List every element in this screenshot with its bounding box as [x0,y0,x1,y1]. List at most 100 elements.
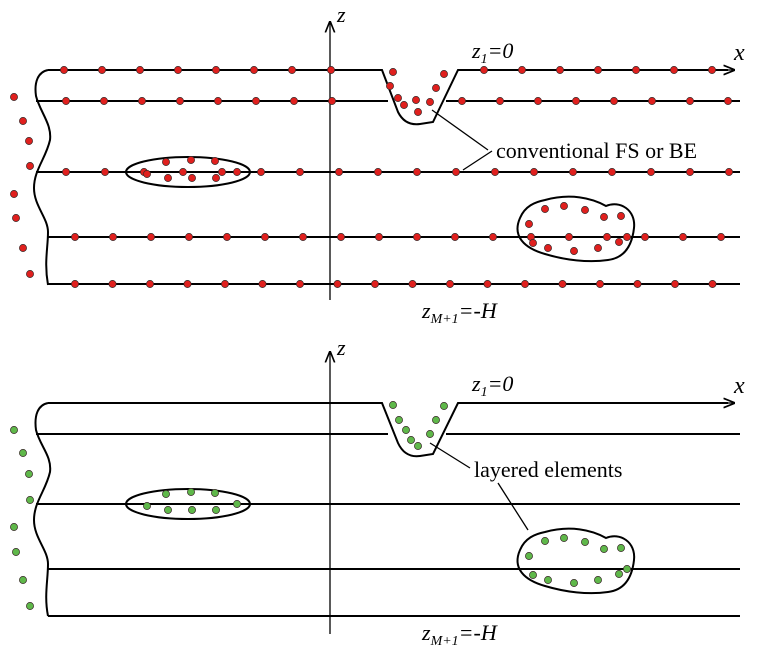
point-source-dot [98,66,106,74]
z-axis-label: z [336,335,346,360]
point-source-dot [581,206,589,214]
point-source-dot [147,233,155,241]
point-source-dot [25,137,33,145]
point-source-dot [617,212,625,220]
annotation-text: conventional FS or BE [496,138,697,163]
point-source-dot [337,233,345,241]
left-boundary-curve [32,69,52,286]
point-source-dot [12,214,20,222]
point-source-dot [62,168,70,176]
point-source-dot [432,84,440,92]
point-source-dot [233,500,241,508]
point-source-dot [440,70,448,78]
point-source-dot [623,565,631,573]
point-source-dot [518,66,526,74]
point-source-dot [570,247,578,255]
point-source-dot [544,244,552,252]
point-source-dot [648,97,656,105]
point-source-dot [632,66,640,74]
point-source-dot [670,66,678,74]
point-source-dot [458,97,466,105]
point-source-dot [19,244,27,252]
point-source-dot [252,97,260,105]
top-surface-label: z1=0 [471,371,513,400]
point-source-dot [671,280,679,288]
point-source-dot [565,233,573,241]
point-source-dot [615,570,623,578]
top-surface-label: z1=0 [471,38,513,67]
point-source-dot [414,108,422,116]
point-source-dot [623,233,631,241]
point-source-dot [10,190,18,198]
point-source-dot [214,97,222,105]
point-source-dot [143,502,151,510]
point-source-dot [146,280,154,288]
point-source-dot [26,602,34,610]
point-source-dot [143,170,151,178]
point-source-dot [333,280,342,288]
point-source-dot [19,576,27,584]
point-source-dot [525,552,533,560]
point-source-dot [541,537,549,545]
point-source-dot [164,506,172,514]
point-source-dot [596,280,604,288]
bottom-depth-label: zM+1=-H [421,620,498,649]
blob-inclusion [516,195,636,263]
point-source-dot [250,66,258,74]
point-source-dot [594,576,602,584]
point-source-dot [188,506,196,514]
point-source-dot [641,233,649,241]
point-source-dot [179,168,187,176]
point-source-dot [26,270,34,278]
point-source-dot [296,168,304,176]
point-source-dot [402,426,410,434]
point-source-dot [617,544,625,552]
point-source-dot [560,202,568,210]
point-source-dot [432,416,440,424]
point-source-dot [109,233,117,241]
point-source-dot [188,174,196,182]
point-source-dot [489,233,497,241]
point-source-dot [296,280,304,288]
point-source-dot [407,436,415,444]
point-source-dot [708,66,716,74]
point-source-dot [185,233,193,241]
ellipse-inclusion [125,488,251,520]
point-source-dot [395,416,403,424]
point-source-dot [603,233,611,241]
point-source-dot [290,97,298,105]
point-source-dot [426,430,434,438]
point-source-dot [375,233,383,241]
point-source-dot [176,97,184,105]
point-source-dot [686,168,694,176]
point-source-dot [212,506,220,514]
point-source-dot [212,174,220,182]
point-source-dot [633,280,642,288]
point-source-dot [452,168,460,176]
point-source-dot [529,571,537,579]
point-source-dot [594,244,602,252]
point-source-dot [558,280,567,288]
point-source-dot [496,97,504,105]
point-source-dot [534,97,542,105]
point-source-dot [101,168,109,176]
leader-line-1 [431,109,489,151]
point-source-dot [544,576,552,584]
point-sources-group [10,66,733,288]
point-source-dot [218,168,226,176]
point-source-dot [328,97,336,105]
point-source-dot [412,96,420,104]
point-source-dot [374,168,382,176]
point-source-dot [221,280,229,288]
point-source-dot [647,168,655,176]
point-source-dot [408,280,417,288]
point-source-dot [10,523,18,531]
point-source-dot [138,97,146,105]
top-surface-line [48,402,728,458]
point-source-dot [183,280,192,288]
point-source-dot [335,168,343,176]
point-source-dot [608,168,616,176]
point-source-dot [19,117,27,125]
point-source-dot [26,162,34,170]
